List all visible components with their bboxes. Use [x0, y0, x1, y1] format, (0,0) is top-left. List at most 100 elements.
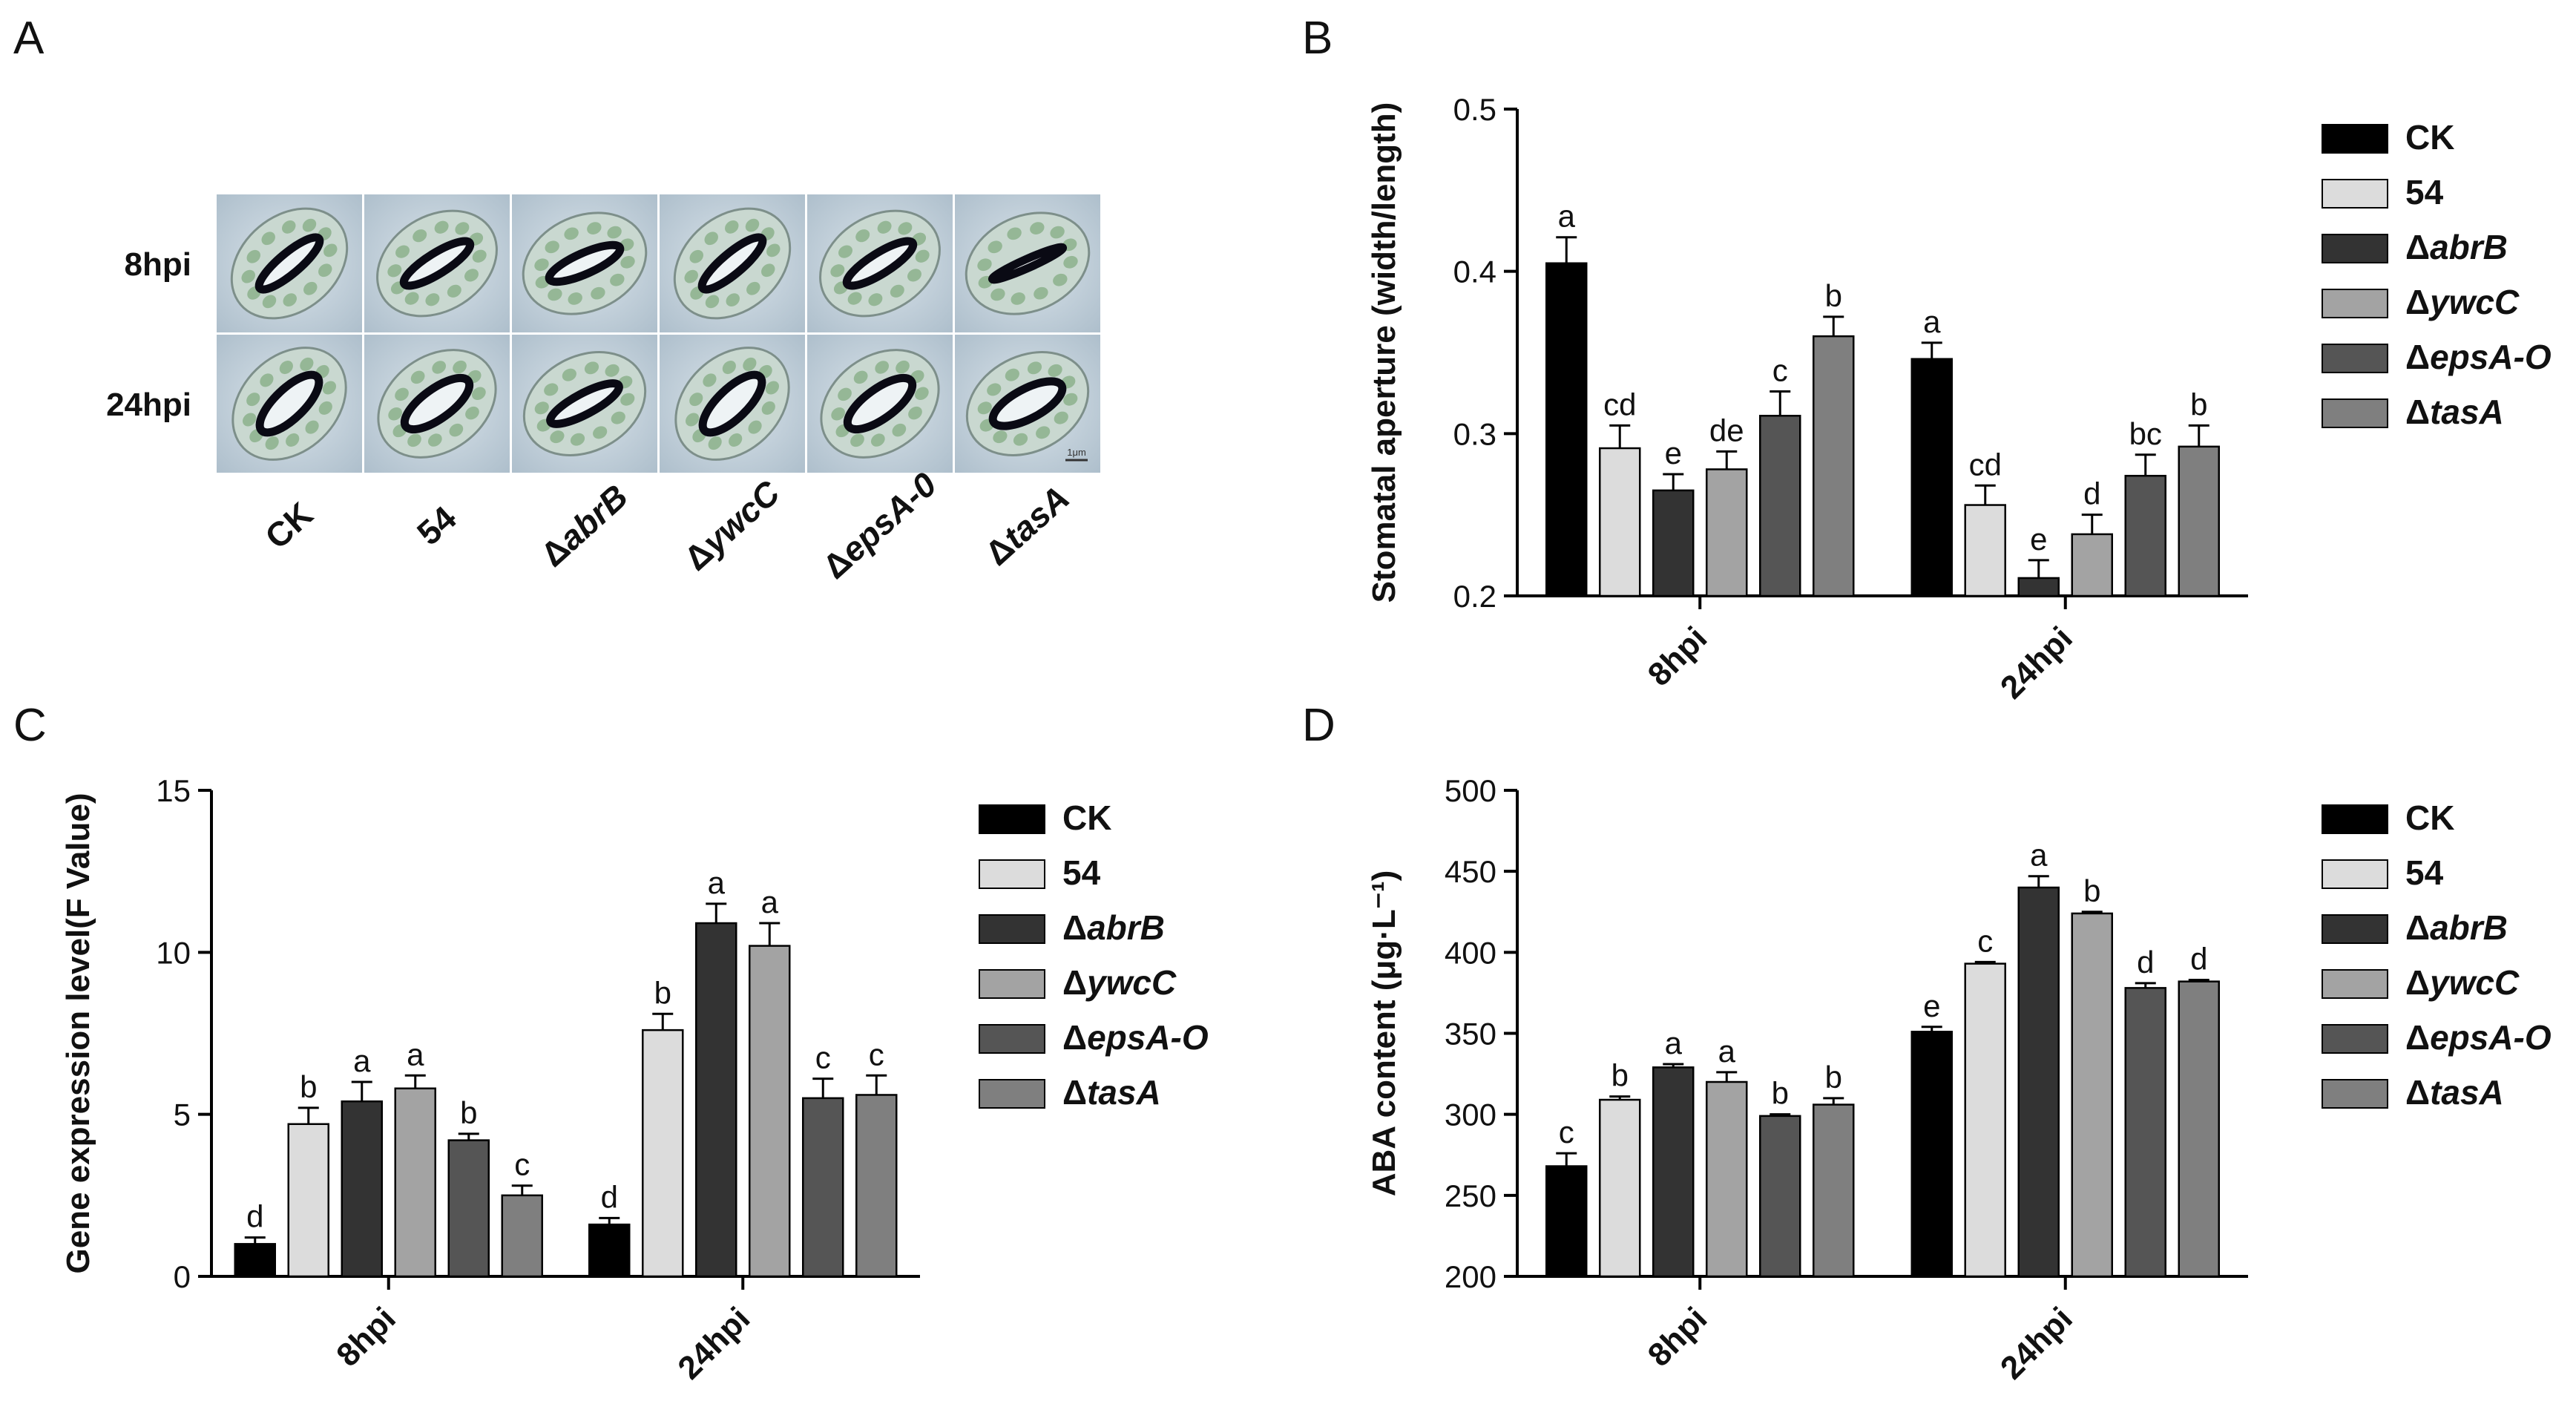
y-tick-label: 500 — [1445, 773, 1496, 808]
legend-swatch — [2322, 1024, 2388, 1054]
chloroplast-dot — [453, 360, 467, 374]
significance-letter: cd — [1969, 447, 2002, 482]
chloroplast-dot — [241, 269, 255, 283]
chloroplast-dot — [1013, 433, 1028, 446]
legend-swatch — [2322, 289, 2388, 318]
legend-label-4: ΔepsA-O — [2405, 338, 2552, 376]
chloroplast-dot — [689, 249, 703, 263]
legend-label-3-plain: Δ — [2405, 283, 2430, 321]
chloroplast-dot — [761, 263, 775, 278]
chloroplast-dot — [907, 269, 921, 282]
legend-label-3-italic: ywcC — [1085, 963, 1177, 1002]
significance-letter: d — [2137, 945, 2154, 980]
y-tick-label: 450 — [1445, 854, 1496, 889]
legend-swatch — [2322, 179, 2388, 209]
stomata-guard-cells — [965, 351, 1090, 456]
chloroplast-dot — [387, 264, 402, 278]
chloroplast-dot — [703, 373, 717, 387]
chloroplast-dot — [388, 407, 402, 421]
significance-letter: b — [2190, 387, 2207, 421]
significance-letter: a — [407, 1037, 424, 1072]
significance-letter: a — [1718, 1034, 1736, 1069]
chloroplast-dot — [705, 295, 720, 309]
stomatal-pore — [400, 373, 474, 434]
x-tick-label: 24hpi — [1994, 1300, 2080, 1386]
significance-letter: e — [1665, 436, 1682, 470]
chloroplast-dot — [591, 286, 605, 300]
stomatal-pore — [399, 237, 475, 290]
chloroplast-dot — [977, 401, 992, 415]
bar-c-0-0 — [234, 1243, 276, 1278]
stomata-image-cell — [217, 194, 362, 332]
legend-label-3-plain: Δ — [2405, 963, 2430, 1002]
stomata-guard-cells — [230, 207, 349, 320]
chloroplast-dot — [1027, 361, 1042, 375]
stomata-image-cell — [512, 335, 657, 473]
micrograph-column-label-1-plain: 54 — [410, 498, 464, 552]
chloroplast-dot — [1050, 226, 1065, 239]
legend-label-3: ΔywcC — [2405, 283, 2520, 321]
bar-c-3-1 — [749, 945, 791, 1278]
chloroplast-dot — [303, 281, 318, 295]
legend-swatch — [2322, 914, 2388, 944]
significance-letter: d — [246, 1199, 263, 1234]
chloroplast-dot — [831, 407, 845, 421]
chloroplast-dot — [286, 433, 300, 447]
chloroplast-dot — [726, 293, 740, 306]
significance-letter: a — [1665, 1026, 1683, 1060]
y-tick-label: 10 — [156, 935, 191, 970]
chloroplast-dot — [282, 220, 296, 234]
chloroplast-dot — [246, 249, 260, 263]
chloroplast-dot — [890, 284, 904, 298]
chloroplast-dot — [850, 433, 864, 447]
stomata-guard-cells — [522, 351, 647, 456]
panel-letter-d: D — [1302, 700, 1335, 751]
chloroplast-dot — [977, 258, 992, 272]
bar-d-3-1 — [2071, 912, 2113, 1278]
significance-letter: a — [2030, 838, 2048, 873]
panel-letter-a: A — [13, 13, 45, 64]
chloroplast-dot — [1054, 411, 1068, 424]
significance-letter: c — [1977, 923, 1993, 958]
legend-label-0-plain: CK — [2405, 798, 2454, 837]
chloroplast-dot — [434, 220, 449, 234]
significance-letter: b — [1772, 1076, 1789, 1111]
significance-letter: a — [708, 865, 726, 900]
x-tick-label: 24hpi — [1994, 620, 2080, 706]
legend-label-4-italic: epsA-O — [2430, 1018, 2552, 1057]
chloroplast-dot — [534, 401, 549, 415]
chloroplast-dot — [1063, 393, 1078, 406]
legend-label-5-italic: tasA — [1087, 1073, 1161, 1112]
chloroplast-dot — [610, 273, 625, 286]
bar-d-3-0 — [1706, 1080, 1748, 1278]
legend-label-4: ΔepsA-O — [2405, 1018, 2552, 1057]
legend-label-5-italic: tasA — [2430, 393, 2504, 431]
significance-letter: a — [353, 1043, 371, 1078]
chloroplast-dot — [243, 413, 257, 427]
chloroplast-dot — [404, 292, 419, 305]
legend-label-2-italic: abrB — [2430, 908, 2508, 947]
chloroplast-dot — [1007, 227, 1022, 240]
chloroplast-dot — [260, 373, 274, 387]
stomata-image-cell — [955, 335, 1100, 473]
legend-label-5: ΔtasA — [1062, 1073, 1161, 1112]
significance-letter: e — [1923, 988, 1940, 1023]
significance-letter: b — [1825, 278, 1842, 313]
x-tick-label: 8hpi — [1641, 1300, 1715, 1374]
bar-b-1-0 — [1599, 447, 1641, 597]
chloroplast-dot — [915, 249, 930, 263]
bar-d-4-1 — [2124, 987, 2166, 1278]
stomata-image-cell — [955, 194, 1100, 332]
bar-b-0-1 — [1910, 358, 1953, 597]
legend-label-3-italic: ywcC — [2428, 283, 2520, 321]
legend-label-4-plain: Δ — [2405, 1018, 2430, 1057]
chloroplast-dot — [708, 436, 722, 450]
chloroplast-dot — [1030, 222, 1045, 234]
chloroplast-dot — [704, 232, 718, 246]
chart-d-aba-content: 200 250 300 350 400 450 500 ABA content (μg·L⁻¹… — [1366, 773, 2552, 1386]
chloroplast-dot — [993, 430, 1008, 444]
legend-label-4-italic: epsA-O — [2430, 338, 2552, 376]
significance-letter: d — [2083, 476, 2100, 511]
bar-b-3-1 — [2071, 533, 2113, 597]
stomata-image-cell — [660, 335, 805, 473]
